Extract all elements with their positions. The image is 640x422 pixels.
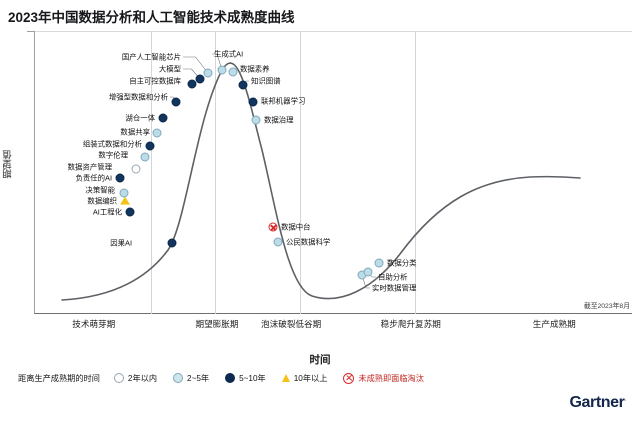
data-point-label: 数据编织 bbox=[87, 196, 117, 206]
phase-divider-4 bbox=[415, 31, 416, 314]
data-point-label: AI工程化 bbox=[92, 207, 122, 217]
data-point-marker[interactable] bbox=[167, 238, 177, 248]
legend-item-label: 5~10年 bbox=[239, 374, 266, 383]
legend-item[interactable]: 未成熟即面临淘汰 bbox=[343, 372, 424, 384]
legend-title: 距离生产成熟期的时间 bbox=[18, 374, 100, 383]
phase-label: 技术萌芽期 bbox=[72, 319, 116, 329]
data-point-label: 数据治理 bbox=[264, 115, 294, 125]
data-point-label: 增强型数据和分析 bbox=[108, 92, 168, 102]
data-point-marker[interactable] bbox=[119, 188, 129, 198]
plot-top-rule bbox=[34, 31, 632, 32]
data-point-marker[interactable] bbox=[125, 207, 135, 217]
data-point-marker[interactable] bbox=[217, 65, 227, 75]
plot-area bbox=[34, 31, 632, 314]
phase-label: 泡沫破裂低谷期 bbox=[261, 319, 322, 329]
data-point-marker[interactable] bbox=[238, 80, 248, 90]
gartner-logo: Gartner. bbox=[569, 394, 626, 412]
data-point-label: 数据中台 bbox=[281, 222, 311, 232]
phase-divider-3 bbox=[300, 31, 301, 314]
white-circle-icon bbox=[113, 373, 124, 383]
data-point-label: 联邦机器学习 bbox=[261, 96, 306, 106]
data-point-marker[interactable] bbox=[131, 164, 141, 174]
data-point-label: 数据资产管理 bbox=[67, 162, 112, 172]
data-point-label: 负责任的AI bbox=[75, 173, 112, 183]
data-point-marker[interactable] bbox=[248, 97, 258, 107]
data-point-label: 生成式AI bbox=[214, 49, 244, 59]
data-point-marker[interactable] bbox=[268, 222, 278, 232]
legend-item-label: 10年以上 bbox=[293, 374, 328, 383]
data-point-marker[interactable] bbox=[120, 196, 130, 205]
data-point-label: 数据共享 bbox=[120, 127, 150, 137]
data-point-label: 大模型 bbox=[158, 64, 181, 74]
data-point-label: 数字伦理 bbox=[98, 150, 128, 160]
legend-item-label: 未成熟即面临淘汰 bbox=[358, 374, 424, 383]
gartner-wordmark: Gartner bbox=[569, 394, 625, 411]
data-point-label: 组装式数据和分析 bbox=[82, 139, 142, 149]
as-of-note: 截至2023年8月 bbox=[583, 303, 630, 310]
legend-item-label: 2年以内 bbox=[127, 374, 158, 383]
x-axis-label: 时间 bbox=[309, 354, 331, 366]
legend-item-label: 2~5年 bbox=[187, 374, 210, 383]
data-point-label: 自助分析 bbox=[378, 272, 408, 282]
legend-item[interactable]: 10年以上 bbox=[281, 372, 328, 384]
data-point-marker[interactable] bbox=[203, 68, 213, 78]
data-point-marker[interactable] bbox=[152, 128, 162, 138]
data-point-label: 公民数据科学 bbox=[286, 237, 331, 247]
data-point-label: 自主可控数据库 bbox=[129, 76, 181, 86]
y-axis-tick bbox=[27, 31, 34, 32]
page-title: 2023年中国数据分析和人工智能技术成熟度曲线 bbox=[8, 10, 295, 25]
data-point-label: 因果AI bbox=[110, 238, 132, 248]
data-point-marker[interactable] bbox=[374, 258, 384, 268]
data-point-label: 数据分类 bbox=[387, 258, 417, 268]
data-point-label: 决策智能 bbox=[85, 185, 115, 195]
phase-label-row: 技术萌芽期 期望膨胀期 泡沫破裂低谷期 稳步爬升复苏期 生产成熟期 bbox=[34, 316, 632, 338]
legend-item[interactable]: 2年以内 bbox=[113, 372, 158, 384]
data-point-label: 国产人工智能芯片 bbox=[121, 52, 181, 62]
phase-divider-2 bbox=[215, 31, 216, 314]
legend-item[interactable]: 2~5年 bbox=[173, 372, 209, 384]
data-point-marker[interactable] bbox=[145, 141, 155, 151]
data-point-marker[interactable] bbox=[228, 67, 238, 77]
data-point-marker[interactable] bbox=[158, 113, 168, 123]
data-point-marker[interactable] bbox=[363, 267, 373, 277]
legend-item[interactable]: 5~10年 bbox=[225, 372, 266, 384]
phase-label: 稳步爬升复苏期 bbox=[380, 319, 441, 329]
phase-label: 期望膨胀期 bbox=[195, 319, 239, 329]
data-point-marker[interactable] bbox=[251, 115, 261, 125]
data-point-label: 实时数据管理 bbox=[372, 283, 417, 293]
data-point-label: 湖仓一体 bbox=[125, 113, 155, 123]
legend: 距离生产成熟期的时间 2年以内 2~5年 5~10年 10年以上 未成熟即面临淘汰 bbox=[18, 372, 440, 384]
data-point-marker[interactable] bbox=[273, 237, 283, 247]
gartner-registered-mark: . bbox=[624, 395, 626, 403]
phase-divider-1 bbox=[151, 31, 152, 314]
data-point-marker[interactable] bbox=[140, 152, 150, 162]
data-point-marker[interactable] bbox=[171, 97, 181, 107]
data-point-marker[interactable] bbox=[187, 79, 197, 89]
y-axis-label: 期望值 bbox=[3, 150, 14, 179]
phase-label: 生产成熟期 bbox=[532, 319, 576, 329]
yellow-triangle-icon bbox=[281, 374, 290, 382]
data-point-label: 知识图谱 bbox=[251, 76, 281, 86]
red-x-circle-icon bbox=[343, 372, 355, 384]
data-point-marker[interactable] bbox=[115, 173, 125, 183]
data-point-label: 数据素养 bbox=[240, 64, 270, 74]
navy-circle-icon bbox=[225, 373, 236, 383]
lightblue-circle-icon bbox=[173, 373, 184, 383]
data-point-marker[interactable] bbox=[195, 74, 205, 84]
